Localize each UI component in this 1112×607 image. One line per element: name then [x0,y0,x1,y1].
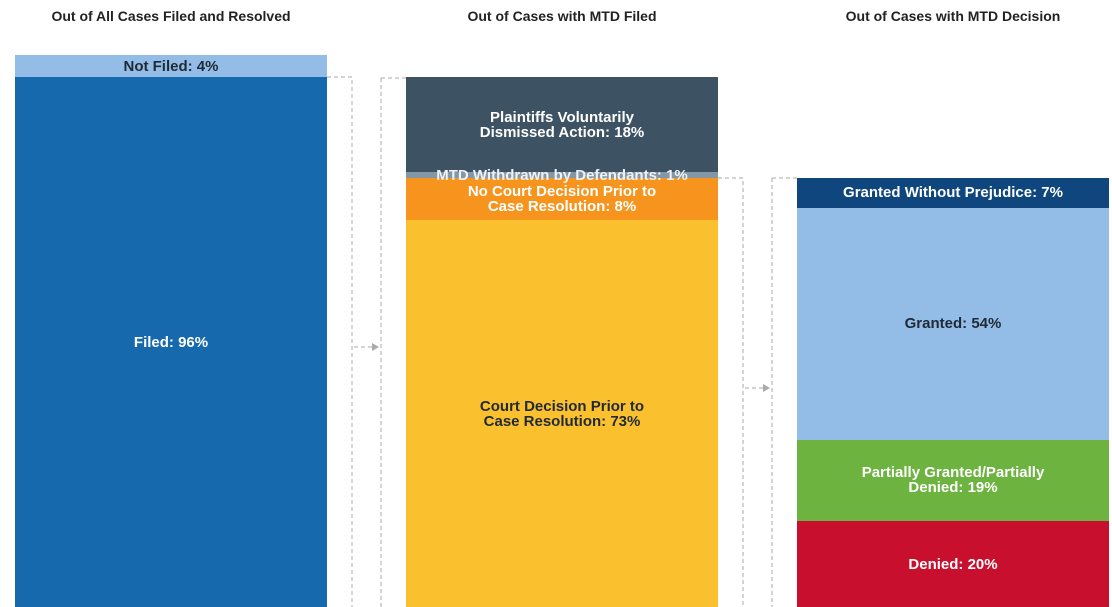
segment: MTD Withdrawn by Defendants: 1% [406,168,718,183]
segment: Not Filed: 4% [15,55,327,78]
segment-label: MTD Withdrawn by Defendants: 1% [436,166,688,184]
connector [327,76,353,607]
segment: Denied: 20% [797,521,1109,607]
arrowhead [763,384,770,392]
segment: No Court Decision Prior to Case Resoluti… [406,177,718,221]
segment-label: Granted Without Prejudice: 7% [843,184,1063,202]
segment: Granted Without Prejudice: 7% [797,177,1109,208]
arrowhead [372,343,379,351]
segment: Plaintiffs Voluntarily Dismissed Action:… [406,77,718,173]
segment-label: Filed: 96% [133,333,209,351]
column-title: Out of All Cases Filed and Resolved [51,8,291,24]
column-title: Out of Cases with MTD Decision [845,8,1061,24]
segment: Granted: 54% [797,207,1109,440]
segment-label: Not Filed: 4% [123,57,219,75]
segment: Court Decision Prior to Case Resolution:… [406,220,718,607]
segment-label: Denied: 20% [908,555,998,573]
column-title: Out of Cases with MTD Filed [467,8,657,24]
connector [718,177,744,607]
segment: Filed: 96% [15,77,327,607]
segment-label: No Court Decision Prior to Case Resoluti… [467,182,657,215]
segment-label: Granted: 54% [904,315,1002,333]
segment-label: Plaintiffs Voluntarily Dismissed Action:… [479,108,645,141]
segment-label: Court Decision Prior to Case Resolution:… [479,397,645,430]
segment-label: Partially Granted/Partially Denied: 19% [861,464,1045,497]
segment: Partially Granted/Partially Denied: 19% [797,439,1109,522]
